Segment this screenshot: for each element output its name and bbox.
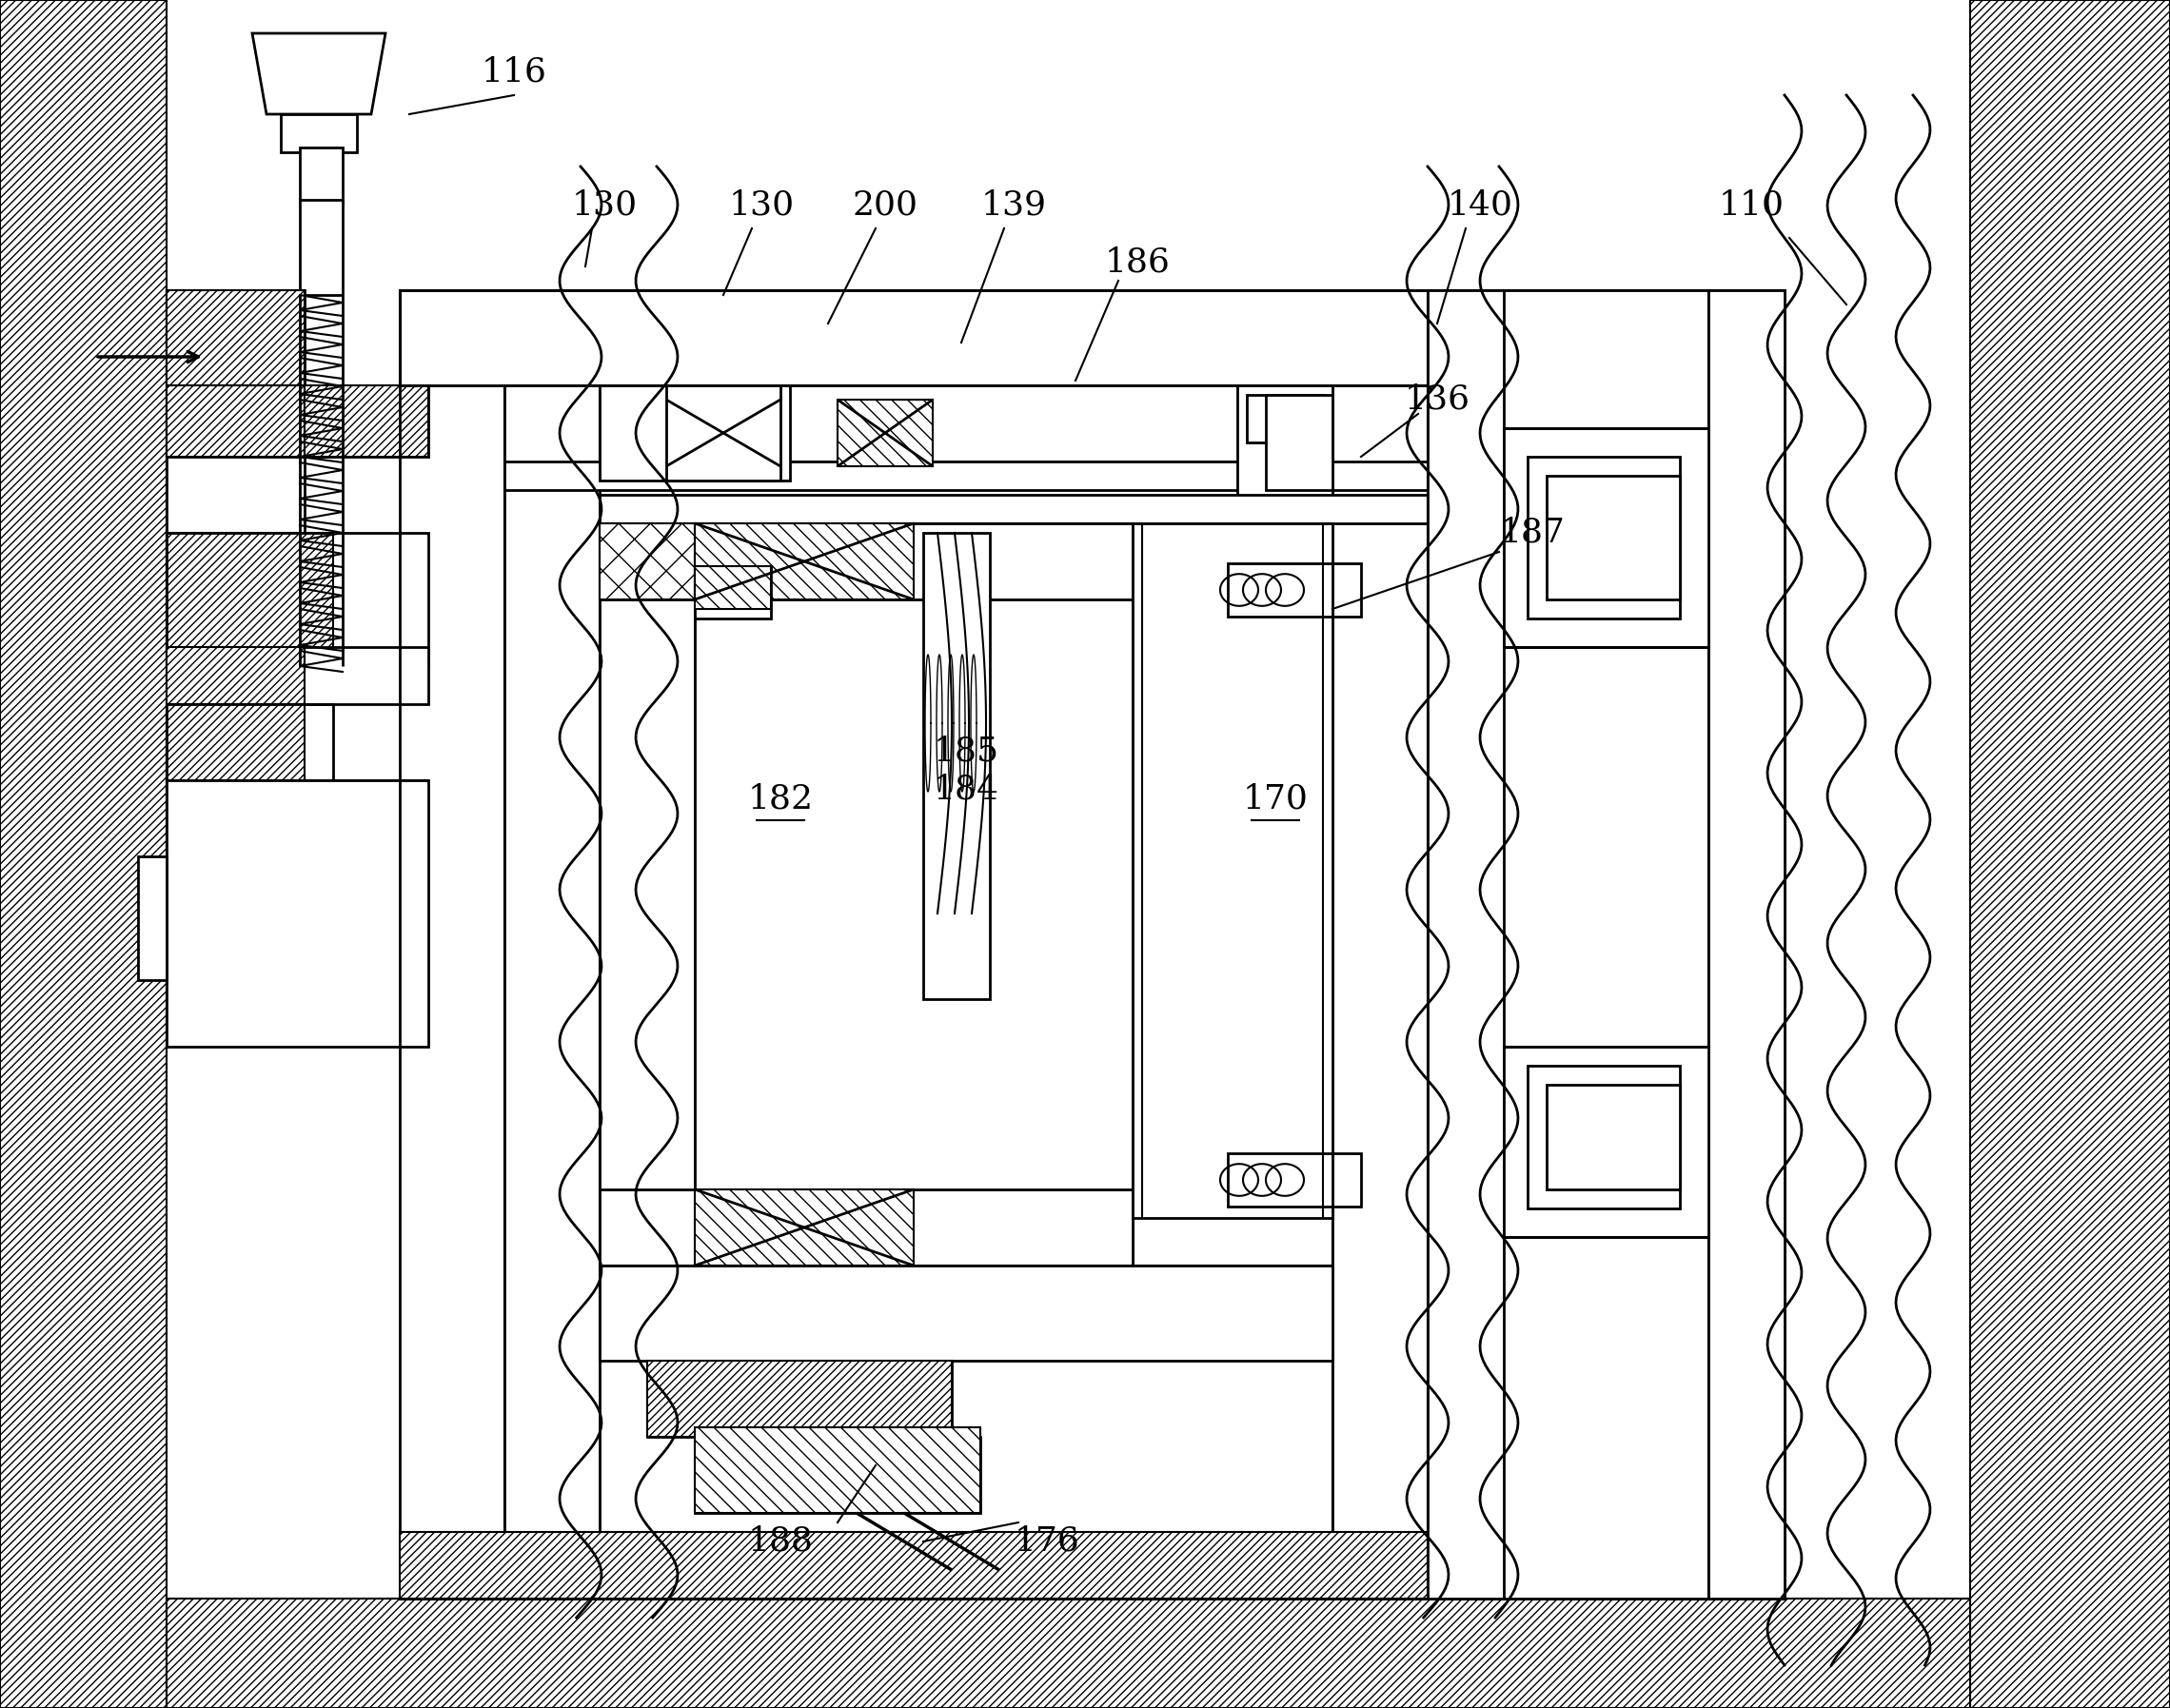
Bar [399,1532,1784,1599]
Bar [167,386,427,456]
Polygon shape [252,32,386,114]
Bar [399,290,1784,1599]
Bar [1504,429,1708,647]
Bar [167,781,427,1047]
Text: 139: 139 [981,188,1046,220]
Text: 182: 182 [749,782,814,815]
Polygon shape [838,400,933,466]
Bar [1504,290,1784,386]
Bar [167,290,304,557]
Polygon shape [694,1428,981,1513]
Text: 187: 187 [1499,518,1565,548]
Text: 136: 136 [1404,384,1469,415]
Bar [599,1266,1332,1361]
Bar [599,523,1133,1266]
Bar [280,114,356,152]
Bar [1248,395,1324,442]
Bar [1970,0,2170,1708]
Bar [599,495,1428,523]
Bar [1708,290,1784,1599]
Bar [694,565,742,589]
Bar [1547,477,1680,600]
Bar [694,1436,981,1513]
Bar [1528,456,1680,618]
Bar [503,386,1647,1594]
Bar [1265,395,1332,490]
Bar [167,647,427,704]
Polygon shape [666,400,781,466]
Bar [1708,290,1784,1599]
Bar [167,290,304,386]
Bar [304,386,427,456]
Bar [1428,290,1504,1599]
Bar [1504,290,1784,386]
Polygon shape [599,523,694,600]
Bar [139,856,167,980]
Bar [666,386,781,480]
Text: 185: 185 [933,736,998,769]
Bar [167,704,334,789]
Text: 188: 188 [749,1525,814,1558]
Bar [167,704,304,789]
Bar [1428,290,1504,1599]
Polygon shape [694,523,914,600]
Text: 170: 170 [1243,782,1309,815]
Text: 110: 110 [1719,188,1784,220]
Bar [0,0,167,1708]
Bar [599,600,694,1189]
Bar [503,386,599,1594]
Text: 130: 130 [571,188,638,220]
Bar [167,647,304,704]
Bar [1237,386,1332,509]
Bar [1332,386,1428,1594]
Bar [167,781,427,1047]
Bar [399,290,1504,386]
Bar [647,1361,953,1436]
Bar [503,461,1523,490]
Bar [1504,1047,1708,1237]
Bar [599,386,1332,461]
Bar [399,290,1504,386]
Bar [167,386,304,456]
Bar [694,600,1133,1189]
Bar [1228,564,1361,617]
Bar [1547,1085,1680,1189]
Text: 116: 116 [482,55,547,87]
Bar [599,1266,1332,1361]
Polygon shape [694,565,770,610]
Bar [1528,1066,1680,1209]
Bar [399,1532,1784,1599]
Text: 186: 186 [1105,246,1170,278]
Bar [503,386,599,1594]
Text: 176: 176 [1013,1525,1081,1558]
Bar [599,600,694,1189]
Bar [599,1189,1133,1266]
Text: 130: 130 [729,188,794,220]
Bar [922,533,990,999]
Bar [599,523,1133,600]
Bar [599,523,1133,600]
Bar [299,200,343,295]
Bar [599,386,790,480]
Bar [167,533,334,666]
Bar [694,565,770,618]
Bar [299,147,343,205]
Bar [1428,290,1784,1599]
Bar [167,1599,1970,1708]
Bar [399,290,1784,386]
Bar [1332,386,1428,1594]
Polygon shape [694,1189,914,1266]
Bar [167,533,427,666]
Bar [599,386,1332,461]
Bar [1228,1153,1361,1206]
Text: 200: 200 [853,188,918,220]
Bar [647,1361,953,1436]
Text: 140: 140 [1447,188,1512,220]
Bar [167,290,304,557]
Bar [1133,523,1332,1218]
Bar [599,1189,1133,1266]
Text: 184: 184 [933,774,998,806]
